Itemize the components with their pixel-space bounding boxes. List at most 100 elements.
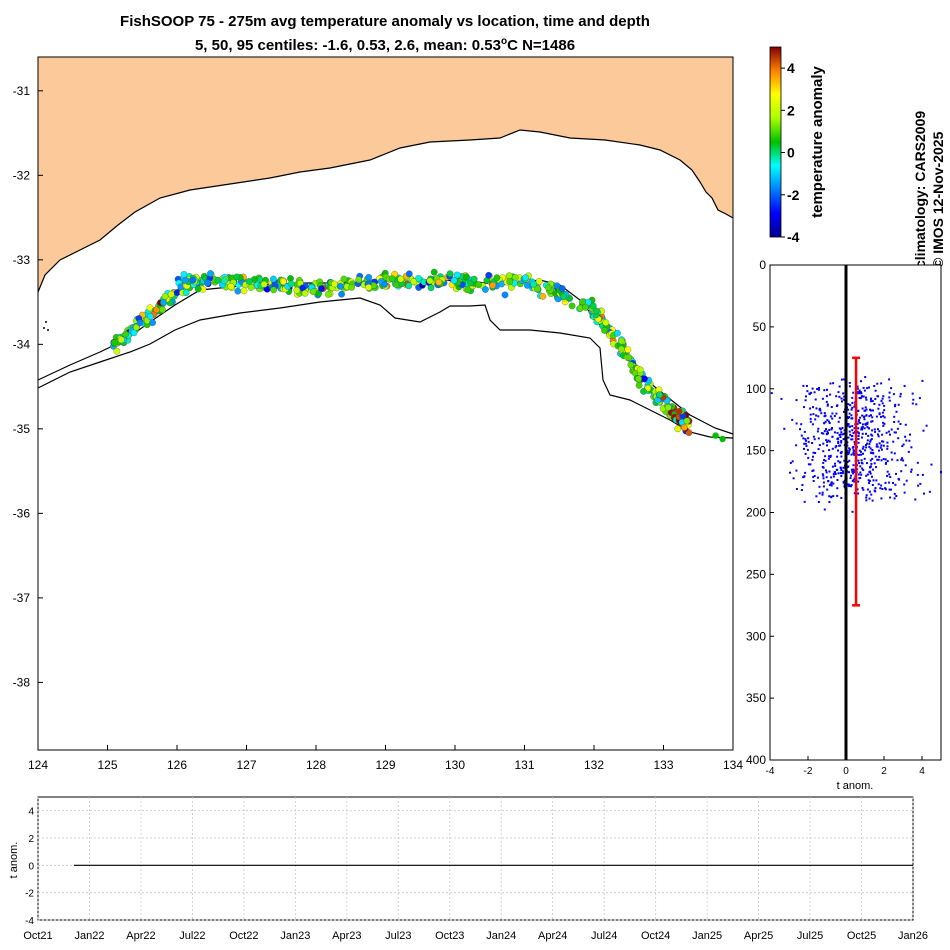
depth-data-point — [880, 444, 883, 447]
depth-data-point — [861, 467, 864, 470]
depth-data-point — [880, 399, 883, 402]
depth-data-point — [860, 426, 863, 429]
depth-data-point — [882, 444, 885, 447]
degree-superscript: o — [500, 36, 508, 47]
map-data-point — [340, 275, 348, 283]
depth-panel: 0 50 100 150 200 250 300 350 400-4 -2 0 2 4 t anom. — [746, 258, 942, 792]
depth-data-point — [850, 414, 853, 417]
depth-data-point — [897, 403, 900, 406]
depth-data-point — [881, 397, 884, 400]
depth-data-point — [780, 397, 783, 400]
map-data-point — [656, 391, 663, 399]
depth-data-point — [868, 445, 871, 448]
depth-data-point — [846, 424, 849, 427]
depth-data-point — [830, 476, 833, 479]
depth-data-point — [880, 497, 883, 500]
depth-data-point — [863, 415, 866, 418]
depth-data-point — [911, 402, 914, 405]
depth-data-point — [912, 398, 915, 401]
depth-data-point — [821, 397, 824, 400]
depth-data-point — [848, 447, 851, 450]
map-data-point — [463, 273, 470, 281]
chart-title: FishSOOP 75 - 275m avg temperature anoma… — [120, 13, 650, 30]
depth-data-point — [884, 481, 887, 484]
depth-data-point — [871, 457, 874, 460]
depth-data-point — [910, 470, 913, 473]
depth-data-point — [858, 390, 861, 393]
depth-data-point — [875, 445, 878, 448]
depth-data-point — [882, 424, 885, 427]
depth-data-point — [847, 403, 850, 406]
depth-data-point — [917, 484, 920, 487]
map-data-point — [381, 281, 388, 288]
depth-y-tick-label: 150 — [746, 444, 766, 458]
depth-data-point — [892, 482, 894, 484]
map-data-point — [589, 302, 597, 310]
depth-data-point — [857, 480, 860, 483]
depth-data-point — [822, 481, 825, 484]
depth-data-point — [862, 452, 864, 455]
depth-data-point — [879, 487, 882, 490]
depth-data-point — [850, 468, 853, 471]
depth-data-point — [861, 423, 864, 426]
depth-data-point — [840, 431, 843, 434]
depth-data-point — [837, 460, 840, 463]
depth-data-point — [895, 472, 897, 475]
map-data-point — [545, 284, 552, 292]
depth-data-point — [828, 455, 831, 458]
depth-data-point — [811, 470, 814, 472]
depth-data-point — [832, 382, 835, 385]
depth-data-point — [847, 465, 850, 468]
depth-data-point — [888, 481, 891, 484]
depth-data-point — [901, 445, 904, 448]
depth-data-point — [846, 461, 849, 463]
depth-data-point — [805, 445, 808, 447]
depth-data-point — [848, 485, 851, 487]
depth-data-point — [824, 459, 827, 462]
depth-data-point — [849, 477, 852, 480]
depth-data-point — [865, 444, 867, 446]
depth-data-point — [800, 434, 803, 437]
depth-data-point — [802, 437, 805, 440]
depth-data-point — [817, 501, 820, 503]
depth-data-point — [875, 466, 877, 469]
time-x-tick-label: Apr23 — [332, 930, 361, 942]
depth-data-point — [836, 431, 839, 434]
depth-data-point — [814, 452, 817, 454]
map-data-point — [505, 272, 513, 280]
depth-data-point — [825, 469, 827, 472]
map-x-tick-label: 128 — [306, 758, 326, 772]
depth-data-point — [893, 452, 896, 455]
depth-data-point — [807, 437, 810, 440]
depth-data-point — [886, 447, 889, 450]
depth-data-point — [857, 420, 860, 423]
depth-data-point — [900, 470, 903, 473]
map-data-point — [336, 282, 344, 290]
depth-data-point — [813, 475, 816, 477]
depth-data-point — [849, 404, 852, 407]
depth-data-point — [940, 470, 942, 473]
depth-data-point — [870, 462, 873, 465]
depth-data-point — [829, 454, 832, 457]
depth-data-point — [833, 415, 836, 417]
depth-data-point — [890, 488, 892, 491]
depth-data-point — [838, 395, 841, 398]
map-data-point — [511, 274, 519, 281]
depth-data-point — [827, 439, 830, 442]
depth-data-point — [885, 461, 887, 464]
depth-data-point — [848, 448, 851, 451]
depth-data-point — [881, 402, 884, 405]
depth-data-point — [889, 476, 892, 478]
time-y-tick-label: 0 — [28, 861, 34, 872]
map-data-point — [641, 375, 648, 383]
depth-data-point — [826, 404, 829, 407]
depth-data-point — [864, 376, 867, 378]
time-y-tick-label: -4 — [25, 916, 34, 927]
depth-data-point — [848, 471, 850, 474]
map-data-point — [614, 329, 621, 337]
depth-data-point — [868, 482, 870, 485]
depth-data-point — [886, 441, 889, 444]
depth-data-point — [852, 391, 855, 394]
depth-data-point — [868, 415, 871, 418]
depth-data-point — [840, 441, 843, 444]
